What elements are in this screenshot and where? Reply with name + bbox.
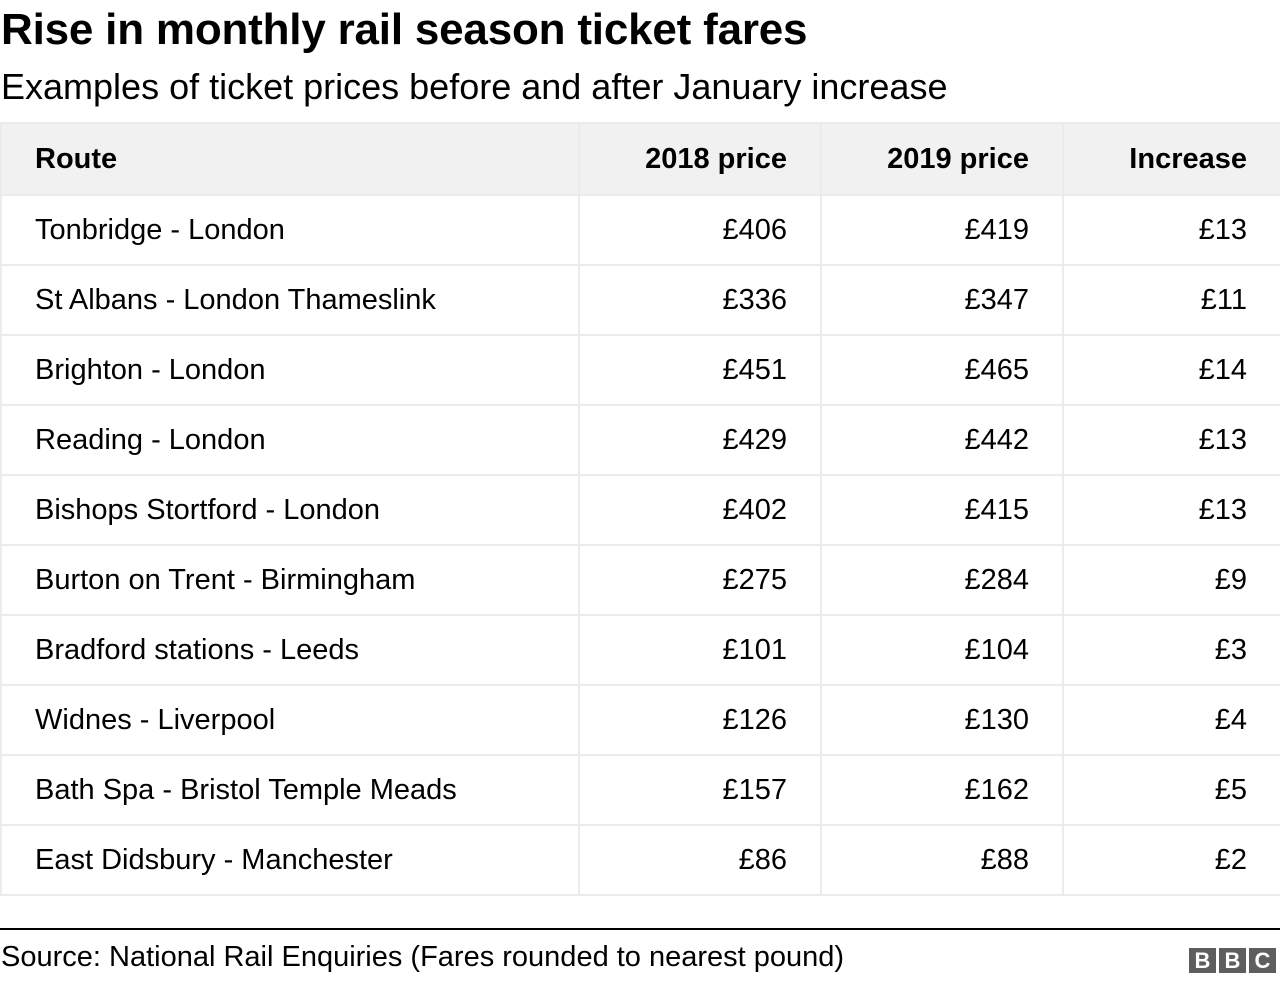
price-2019-cell: £442 — [820, 404, 1064, 476]
table-header-row: Route 2018 price 2019 price Increase — [0, 122, 1280, 196]
route-cell: Brighton - London — [0, 334, 580, 406]
price-2018-cell: £101 — [578, 614, 822, 686]
route-cell: East Didsbury - Manchester — [0, 824, 580, 896]
table-row: Bath Spa - Bristol Temple Meads £157 £16… — [0, 754, 1280, 826]
source-note: Source: National Rail Enquiries (Fares r… — [1, 941, 845, 973]
chart-subtitle: Examples of ticket prices before and aft… — [1, 66, 948, 107]
column-header-2019-price: 2019 price — [820, 122, 1064, 196]
route-cell: Bath Spa - Bristol Temple Meads — [0, 754, 580, 826]
increase-cell: £9 — [1062, 544, 1280, 616]
increase-cell: £11 — [1062, 264, 1280, 336]
route-cell: Bishops Stortford - London — [0, 474, 580, 546]
price-2019-cell: £88 — [820, 824, 1064, 896]
price-2018-cell: £402 — [578, 474, 822, 546]
table-row: Bradford stations - Leeds £101 £104 £3 — [0, 614, 1280, 686]
increase-cell: £13 — [1062, 404, 1280, 476]
price-2018-cell: £451 — [578, 334, 822, 406]
price-2019-cell: £419 — [820, 194, 1064, 266]
route-cell: Reading - London — [0, 404, 580, 476]
price-2018-cell: £86 — [578, 824, 822, 896]
route-cell: Widnes - Liverpool — [0, 684, 580, 756]
price-2018-cell: £157 — [578, 754, 822, 826]
increase-cell: £3 — [1062, 614, 1280, 686]
increase-cell: £2 — [1062, 824, 1280, 896]
column-header-route: Route — [0, 122, 580, 196]
price-2019-cell: £162 — [820, 754, 1064, 826]
footer-divider — [0, 928, 1280, 930]
bbc-logo-icon: B B C — [1189, 948, 1276, 973]
price-2019-cell: £104 — [820, 614, 1064, 686]
bbc-logo-block: B — [1189, 948, 1216, 973]
fares-table: Route 2018 price 2019 price Increase Ton… — [0, 122, 1280, 896]
table-row: East Didsbury - Manchester £86 £88 £2 — [0, 824, 1280, 896]
price-2019-cell: £465 — [820, 334, 1064, 406]
price-2018-cell: £126 — [578, 684, 822, 756]
table-row: Burton on Trent - Birmingham £275 £284 £… — [0, 544, 1280, 616]
price-2018-cell: £336 — [578, 264, 822, 336]
table-row: Tonbridge - London £406 £419 £13 — [0, 194, 1280, 266]
increase-cell: £14 — [1062, 334, 1280, 406]
bbc-logo-block: B — [1219, 948, 1246, 973]
route-cell: St Albans - London Thameslink — [0, 264, 580, 336]
price-2019-cell: £130 — [820, 684, 1064, 756]
price-2019-cell: £415 — [820, 474, 1064, 546]
table-row: St Albans - London Thameslink £336 £347 … — [0, 264, 1280, 336]
route-cell: Burton on Trent - Birmingham — [0, 544, 580, 616]
route-cell: Tonbridge - London — [0, 194, 580, 266]
price-2018-cell: £429 — [578, 404, 822, 476]
table-row: Bishops Stortford - London £402 £415 £13 — [0, 474, 1280, 546]
increase-cell: £13 — [1062, 474, 1280, 546]
increase-cell: £5 — [1062, 754, 1280, 826]
increase-cell: £13 — [1062, 194, 1280, 266]
table-row: Reading - London £429 £442 £13 — [0, 404, 1280, 476]
bbc-logo-block: C — [1249, 948, 1276, 973]
route-cell: Bradford stations - Leeds — [0, 614, 580, 686]
column-header-increase: Increase — [1062, 122, 1280, 196]
price-2019-cell: £284 — [820, 544, 1064, 616]
column-header-2018-price: 2018 price — [578, 122, 822, 196]
price-2019-cell: £347 — [820, 264, 1064, 336]
increase-cell: £4 — [1062, 684, 1280, 756]
price-2018-cell: £406 — [578, 194, 822, 266]
table-row: Brighton - London £451 £465 £14 — [0, 334, 1280, 406]
table-row: Widnes - Liverpool £126 £130 £4 — [0, 684, 1280, 756]
chart-title: Rise in monthly rail season ticket fares — [1, 5, 808, 54]
price-2018-cell: £275 — [578, 544, 822, 616]
